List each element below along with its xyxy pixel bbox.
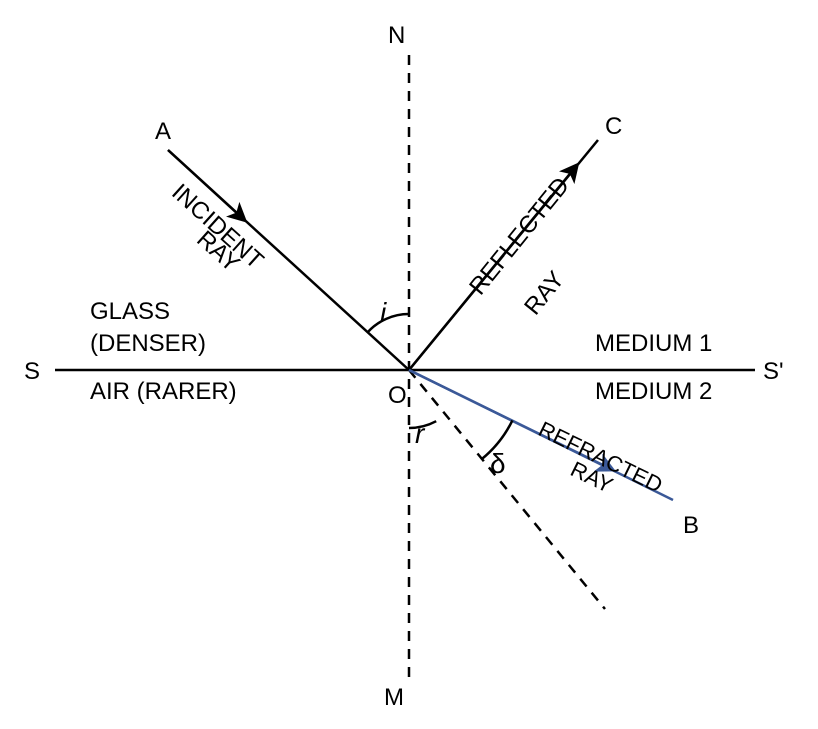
air-label: AIR (RARER)	[90, 378, 237, 406]
point-C-label: C	[605, 113, 622, 141]
angle-i-arc	[367, 314, 409, 333]
incident-extension-line	[409, 370, 605, 609]
medium2-label: MEDIUM 2	[595, 378, 712, 406]
medium1-label: MEDIUM 1	[595, 330, 712, 358]
angle-i-label: i	[380, 297, 386, 329]
angle-r-label: r	[415, 418, 424, 450]
point-Sprime-label: S'	[763, 358, 784, 386]
point-A-label: A	[155, 118, 171, 146]
diagram-svg	[0, 0, 818, 729]
glass-label: GLASS	[90, 298, 170, 326]
denser-label: (DENSER)	[90, 330, 206, 358]
angle-delta-label: δ	[490, 448, 506, 480]
point-B-label: B	[683, 512, 699, 540]
point-S-label: S	[24, 358, 40, 386]
point-O-label: O	[388, 382, 407, 410]
point-N-label: N	[388, 22, 405, 50]
point-M-label: M	[384, 684, 404, 712]
refraction-diagram: A C B O N M S S' GLASS (DENSER) AIR (RAR…	[0, 0, 818, 729]
